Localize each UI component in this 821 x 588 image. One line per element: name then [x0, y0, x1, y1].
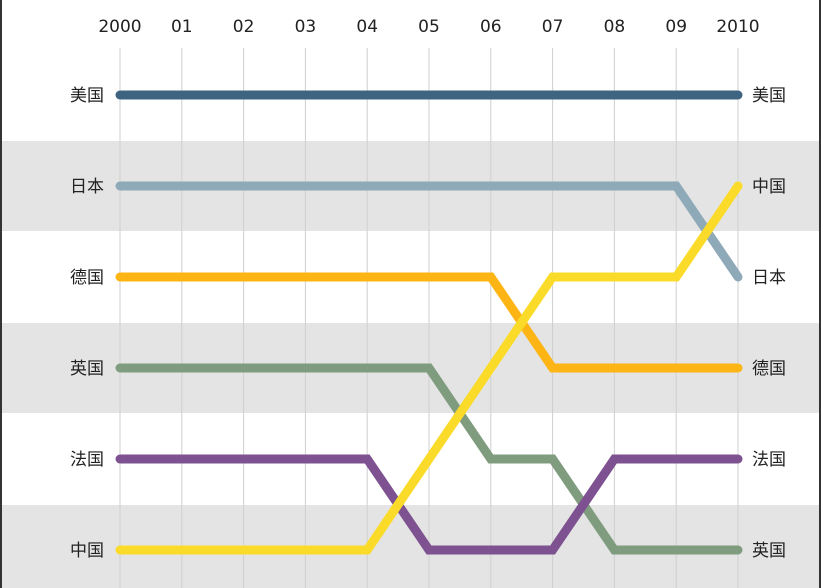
left-label: 日本	[70, 177, 104, 197]
gridlines	[119, 48, 739, 588]
left-label: 法国	[70, 450, 104, 470]
series-lines	[115, 90, 743, 555]
left-label: 美国	[70, 86, 104, 106]
right-label: 法国	[752, 450, 786, 470]
x-tick-label: 06	[480, 17, 502, 37]
right-label: 中国	[752, 177, 786, 197]
x-tick-label: 02	[233, 17, 255, 37]
x-tick-label: 04	[356, 17, 378, 37]
x-tick-label: 2010	[716, 17, 759, 37]
x-tick-label: 05	[418, 17, 440, 37]
series-line-3	[115, 363, 743, 555]
left-label: 德国	[70, 268, 104, 288]
x-tick-label: 08	[604, 17, 626, 37]
series-line-1	[115, 181, 743, 282]
x-axis-tick-labels: 2000 01 02 03 04 05 06 07 08 09 2010	[98, 17, 759, 37]
series-line-5	[115, 181, 743, 555]
x-tick-label: 09	[665, 17, 687, 37]
right-label: 德国	[752, 359, 786, 379]
x-tick-label: 07	[542, 17, 564, 37]
x-tick-label: 03	[295, 17, 317, 37]
right-label: 日本	[752, 268, 786, 288]
series-line-4	[115, 454, 743, 555]
x-tick-label: 01	[171, 17, 193, 37]
left-label: 中国	[70, 541, 104, 561]
x-tick-label: 2000	[98, 17, 141, 37]
right-label: 美国	[752, 86, 786, 106]
left-label: 英国	[70, 359, 104, 379]
right-label: 英国	[752, 541, 786, 561]
series-line-2	[115, 272, 743, 373]
